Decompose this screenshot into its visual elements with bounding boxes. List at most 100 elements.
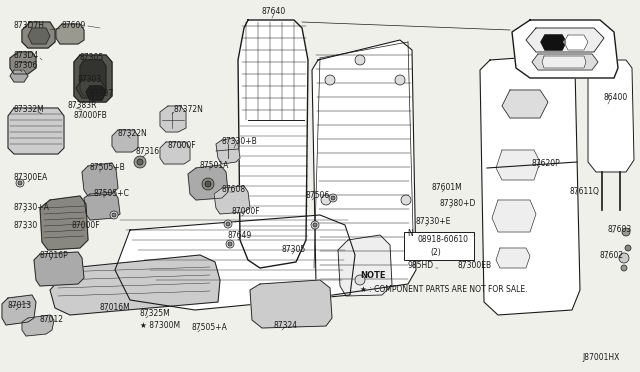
Circle shape [311, 221, 319, 229]
Text: 87016P: 87016P [40, 251, 68, 260]
Text: 87506: 87506 [306, 191, 330, 200]
Circle shape [110, 211, 118, 219]
Text: J87001HX: J87001HX [582, 353, 620, 362]
Polygon shape [541, 35, 566, 50]
Polygon shape [74, 55, 112, 102]
Polygon shape [84, 192, 120, 220]
Polygon shape [250, 280, 332, 328]
Text: 87016M: 87016M [100, 303, 131, 312]
Text: 87608: 87608 [222, 185, 246, 194]
Circle shape [205, 181, 211, 187]
Text: 87000F: 87000F [232, 207, 260, 216]
Text: 87000FB: 87000FB [74, 111, 108, 120]
Polygon shape [22, 315, 54, 336]
Polygon shape [22, 22, 55, 48]
Text: 87330+E: 87330+E [416, 217, 451, 226]
Polygon shape [50, 255, 220, 315]
Polygon shape [312, 40, 416, 296]
Circle shape [226, 222, 230, 226]
Text: ★ 87300M: ★ 87300M [140, 321, 180, 330]
Text: 87602: 87602 [600, 251, 624, 260]
Text: (2): (2) [430, 248, 441, 257]
Text: 87305: 87305 [80, 53, 104, 62]
Polygon shape [214, 186, 250, 214]
Text: ★ : COMPONENT PARTS ARE NOT FOR SALE.: ★ : COMPONENT PARTS ARE NOT FOR SALE. [360, 285, 527, 294]
Circle shape [329, 194, 337, 202]
Circle shape [224, 220, 232, 228]
Text: 87640: 87640 [262, 7, 286, 16]
Circle shape [112, 213, 116, 217]
Polygon shape [10, 52, 36, 74]
Text: 87601M: 87601M [432, 183, 463, 192]
Circle shape [621, 265, 627, 271]
Circle shape [137, 159, 143, 165]
Text: 87324: 87324 [274, 321, 298, 330]
Circle shape [355, 55, 365, 65]
Circle shape [134, 156, 146, 168]
Polygon shape [338, 235, 392, 296]
Circle shape [401, 195, 411, 205]
Text: 985HD: 985HD [408, 261, 434, 270]
Text: 08918-60610: 08918-60610 [418, 235, 469, 244]
Polygon shape [34, 252, 84, 286]
Text: 87305: 87305 [282, 245, 307, 254]
Polygon shape [526, 28, 604, 52]
Text: 87012: 87012 [40, 315, 64, 324]
Text: 87603: 87603 [608, 225, 632, 234]
Text: 87505+B: 87505+B [90, 163, 125, 172]
Polygon shape [532, 54, 598, 70]
Polygon shape [10, 70, 28, 82]
Polygon shape [76, 80, 106, 98]
Circle shape [313, 223, 317, 227]
Text: 87330: 87330 [14, 221, 38, 230]
Circle shape [18, 181, 22, 185]
Text: 873D4: 873D4 [14, 51, 39, 60]
Text: 87372N: 87372N [174, 105, 204, 114]
Text: 87332M: 87332M [14, 105, 45, 114]
Text: 87505+A: 87505+A [192, 323, 228, 332]
Polygon shape [480, 55, 580, 315]
Polygon shape [40, 196, 88, 250]
Circle shape [331, 196, 335, 200]
Text: 87300EA: 87300EA [14, 173, 48, 182]
Polygon shape [496, 248, 530, 268]
Polygon shape [188, 165, 228, 200]
Polygon shape [216, 138, 240, 164]
Circle shape [202, 178, 214, 190]
Circle shape [622, 228, 630, 236]
Polygon shape [496, 150, 540, 180]
Polygon shape [8, 108, 64, 154]
Text: 87609: 87609 [62, 21, 86, 30]
Circle shape [321, 195, 331, 205]
Polygon shape [80, 60, 106, 96]
Text: 87611Q: 87611Q [570, 187, 600, 196]
Polygon shape [238, 20, 308, 268]
Text: 87383R: 87383R [68, 101, 97, 110]
Text: 87330+A: 87330+A [14, 203, 50, 212]
Text: 87300EB: 87300EB [458, 261, 492, 270]
Polygon shape [492, 200, 536, 232]
Polygon shape [512, 20, 618, 78]
Text: 87380+D: 87380+D [440, 199, 476, 208]
Polygon shape [86, 86, 106, 100]
Polygon shape [112, 130, 138, 152]
Circle shape [228, 242, 232, 246]
Polygon shape [82, 163, 118, 196]
Text: 87000F: 87000F [168, 141, 196, 150]
Text: N: N [407, 229, 413, 238]
Polygon shape [564, 35, 588, 50]
Polygon shape [56, 24, 84, 44]
Text: 87322N: 87322N [118, 129, 148, 138]
Text: 87303: 87303 [78, 75, 102, 84]
Text: 87316: 87316 [136, 147, 160, 156]
Text: 87505+C: 87505+C [94, 189, 130, 198]
Text: 87013: 87013 [8, 301, 32, 310]
Circle shape [625, 245, 631, 251]
Text: 86400: 86400 [604, 93, 628, 102]
Text: 87000F: 87000F [72, 221, 100, 230]
Polygon shape [115, 215, 355, 310]
Text: 87501A: 87501A [200, 161, 229, 170]
Circle shape [325, 75, 335, 85]
Text: NOTE: NOTE [360, 271, 385, 280]
Text: 87620P: 87620P [532, 159, 561, 168]
